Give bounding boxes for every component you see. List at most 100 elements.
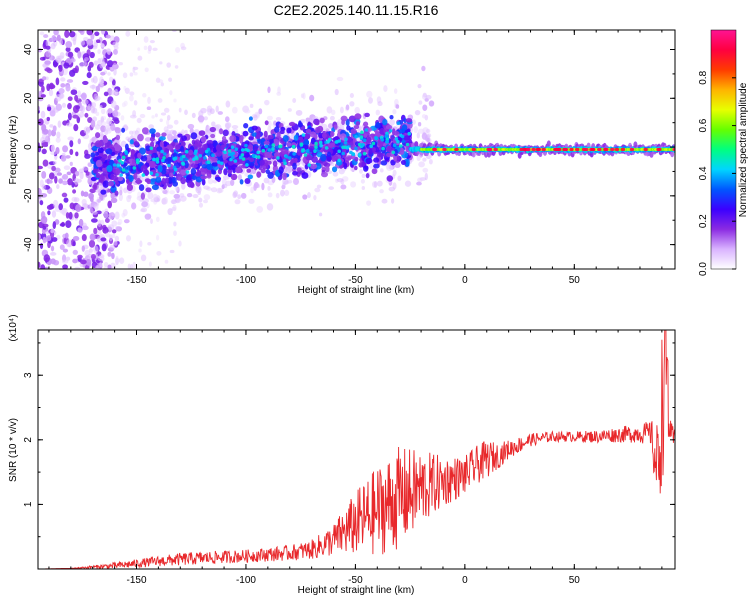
spectrogram-blob (381, 198, 388, 204)
spectrogram-blob (284, 189, 290, 197)
spectrogram-blob (142, 93, 147, 98)
spectrogram-blob (132, 66, 136, 73)
spectrogram-blob (115, 225, 120, 230)
spectrogram-blob (336, 76, 344, 82)
spectrogram-blob (48, 172, 55, 180)
spectrogram-blob (89, 207, 94, 213)
spectrogram-blob (173, 193, 181, 199)
spectrogram-blob (313, 149, 317, 153)
spectrogram-blob (264, 151, 272, 159)
spectrogram-blob (116, 163, 121, 167)
spectrogram-blob (159, 136, 166, 141)
spectrogram-blob (113, 48, 118, 55)
spectrogram-blob (93, 227, 98, 235)
spectrogram-blob (97, 230, 102, 235)
spectrogram-blob (42, 236, 47, 244)
spectrogram-blob (63, 165, 71, 171)
spectrogram-blob (101, 209, 105, 215)
spectrogram-blob (38, 118, 44, 126)
spectrogram-blob (620, 147, 626, 152)
spectrogram-blob (62, 248, 69, 253)
spectrogram-blob (159, 61, 163, 65)
spectrogram-blob (386, 152, 392, 158)
spectrogram-blob (360, 179, 365, 184)
spectrogram-blob (60, 155, 67, 162)
spectrogram-blob (111, 175, 119, 181)
spectrogram-blob (114, 190, 119, 196)
spectrogram-blob (314, 145, 318, 149)
spectrogram-blob (99, 131, 104, 139)
spectrogram-blob (84, 153, 91, 159)
spectrogram-blob (287, 179, 293, 184)
spectrogram-blob (132, 261, 136, 269)
spectrogram-blob (118, 193, 123, 202)
spectrogram-blob (96, 119, 103, 127)
spectrogram-blob (392, 182, 397, 190)
spectrogram-blob (77, 227, 82, 233)
spectrogram-blob (166, 124, 174, 129)
spectrogram-blob (55, 137, 61, 143)
spectrogram-blob (173, 221, 177, 227)
spectrogram-blob (111, 252, 115, 260)
spectrogram-blob (235, 166, 242, 174)
spectrogram-blob (381, 146, 385, 151)
spectrogram-blob (284, 155, 289, 159)
spectrogram-blob (395, 156, 401, 162)
spectrogram-blob (422, 167, 429, 173)
spectrogram-blob (314, 187, 321, 193)
spectrogram-blob (99, 62, 104, 69)
spectrogram-blob (90, 152, 96, 158)
spectrogram-blob (149, 128, 156, 134)
spectrogram-blob (43, 34, 49, 39)
spectrogram-blob (128, 175, 134, 182)
spectrogram-blob (67, 51, 74, 58)
spectrogram-blob (126, 183, 134, 192)
spectrogram-blob (258, 108, 263, 115)
spectrogram-blob (168, 77, 173, 82)
top-y-tick-label: -20 (23, 188, 34, 203)
spectrogram-blob (203, 199, 208, 204)
spectrogram-blob (49, 252, 57, 256)
spectrogram-blob (198, 154, 203, 158)
spectrogram-blob (309, 94, 315, 102)
spectrogram-blob (51, 210, 57, 218)
spectrogram-blob (231, 131, 236, 137)
spectrogram-blob (253, 145, 258, 152)
spectrogram-blob (396, 139, 400, 144)
spectrogram-blob (181, 183, 186, 190)
spectrogram-blob (38, 261, 41, 269)
bottom-x-ticks: -150 -100 -50 0 50 (48, 330, 663, 586)
spectrogram-blob (207, 160, 211, 164)
spectrogram-blob (388, 129, 393, 133)
spectrogram-blob (81, 234, 87, 242)
spectrogram-blob (330, 109, 336, 116)
spectrogram-blob (66, 171, 72, 176)
spectrogram-blob (169, 129, 175, 134)
spectrogram-blob (178, 240, 182, 247)
spectrogram-blob (156, 251, 162, 256)
spectrogram-blob (155, 234, 160, 241)
spectrogram-blob (375, 109, 381, 116)
spectrogram-blob (237, 174, 242, 181)
spectrogram-blob (50, 245, 55, 252)
top-x-axis-label: Height of straight line (km) (298, 285, 415, 296)
spectrogram-blob (65, 84, 71, 92)
spectrogram-blob (266, 203, 274, 211)
spectrogram-blob (246, 148, 250, 153)
spectrogram-blob (248, 136, 254, 141)
spectrogram-blob (45, 50, 51, 58)
spectrogram-blob (109, 245, 116, 250)
spectrogram-blob (169, 90, 173, 96)
spectrogram-blob (291, 145, 296, 149)
spectrogram-blob (407, 131, 412, 136)
spectrogram-blob (361, 173, 366, 179)
spectrogram-blob (60, 77, 66, 82)
spectrogram-blob (86, 38, 94, 46)
spectrogram-blob (364, 128, 369, 132)
spectrogram-blob (113, 144, 121, 152)
snr-panel: -150 -100 -50 0 50 123 Height of straight li… (8, 314, 676, 596)
spectrogram-blob (149, 136, 155, 142)
spectrogram-blob (240, 148, 245, 152)
spectrogram-blob (112, 62, 117, 70)
spectrogram-blob (164, 259, 169, 264)
